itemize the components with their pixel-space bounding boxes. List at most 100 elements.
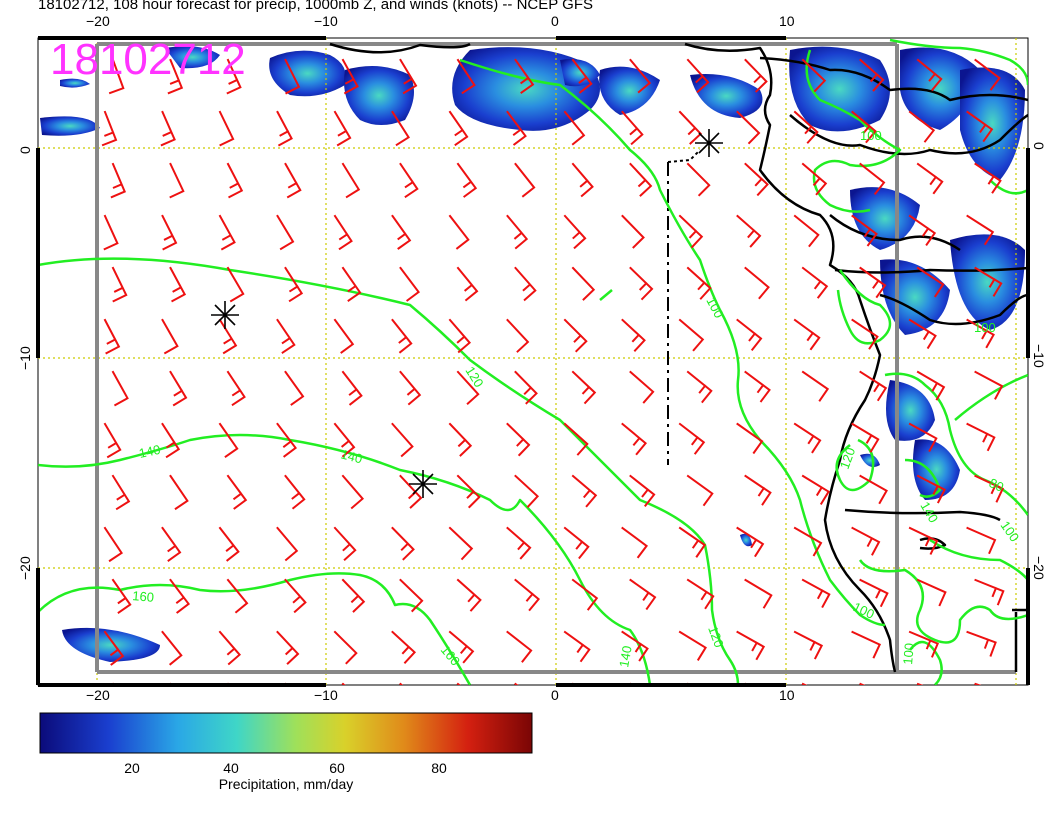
wind-barb xyxy=(448,526,474,561)
wind-barb xyxy=(284,162,302,199)
lon-tick-label: 10 xyxy=(779,13,795,29)
wind-barb xyxy=(678,630,707,661)
wind-barb xyxy=(859,474,888,505)
wind-barb xyxy=(456,370,480,406)
wind-barb xyxy=(161,422,181,459)
wind-barb xyxy=(333,630,358,665)
asterisk-marker-icon xyxy=(409,470,437,498)
wind-barb xyxy=(563,526,590,560)
wind-barb xyxy=(686,266,712,300)
wind-barb xyxy=(161,214,178,251)
wind-barb xyxy=(333,318,355,354)
wind-barb xyxy=(506,110,527,146)
colorbar-tick-label: 80 xyxy=(431,760,447,776)
lon-tick-label: 0 xyxy=(551,13,559,29)
wind-barb xyxy=(218,422,239,458)
wind-barb xyxy=(506,526,532,560)
wind-barb xyxy=(908,526,939,555)
wind-barb xyxy=(399,162,419,199)
wind-barb xyxy=(916,682,924,685)
wind-barb xyxy=(103,214,119,251)
wind-barb xyxy=(391,110,410,147)
wind-barb xyxy=(793,422,822,454)
wind-barb xyxy=(744,266,770,300)
wind-barb xyxy=(160,110,176,147)
wind-barb xyxy=(916,162,944,195)
wind-barb xyxy=(736,526,765,558)
wind-barb xyxy=(399,370,422,406)
wind-barb xyxy=(744,474,772,506)
lat-tick-label: 0 xyxy=(1031,142,1047,150)
contour-label: 140 xyxy=(616,645,635,669)
wind-barb xyxy=(801,162,828,196)
wind-barb xyxy=(621,526,649,559)
wind-barb xyxy=(916,58,943,92)
contour-label: 140 xyxy=(138,442,162,461)
contour-label: 120 xyxy=(705,624,727,650)
wind-barb xyxy=(686,682,692,685)
wind-barb xyxy=(571,58,593,94)
wind-barb xyxy=(506,630,533,663)
wind-barb xyxy=(571,162,594,198)
wind-barb xyxy=(448,422,473,457)
wind-barb xyxy=(801,578,831,609)
wind-barb xyxy=(851,214,878,247)
wind-barb xyxy=(621,422,648,456)
wind-barb xyxy=(276,630,300,665)
wind-barb xyxy=(916,266,945,298)
wind-barb xyxy=(736,318,763,352)
wind-barb xyxy=(736,422,764,455)
wind-barb xyxy=(448,110,469,147)
wind-barb xyxy=(908,422,938,453)
wind-barb xyxy=(284,58,301,95)
wind-barb xyxy=(629,162,653,197)
wind-barb xyxy=(514,370,538,405)
wind-barb xyxy=(916,578,947,607)
wind-barb xyxy=(851,526,881,556)
wind-barb xyxy=(169,474,189,511)
wind-barb xyxy=(859,266,887,299)
wind-barb xyxy=(103,318,121,355)
wind-barb xyxy=(686,578,715,610)
wind-barb xyxy=(793,110,819,144)
lat-tick-label: −20 xyxy=(1031,556,1047,580)
wind-barb xyxy=(514,474,540,509)
wind-barb xyxy=(629,474,656,508)
wind-barb xyxy=(966,318,995,349)
wind-barb xyxy=(110,162,127,199)
lon-labels-bottom: −20 −10 0 10 xyxy=(86,687,795,703)
wind-barb xyxy=(686,370,713,404)
lon-tick-label: −10 xyxy=(314,13,338,29)
wind-barb xyxy=(276,526,299,562)
wind-barb xyxy=(686,58,710,94)
wind-barb xyxy=(276,110,293,147)
wind-barb xyxy=(801,370,830,402)
wind-barb xyxy=(333,422,356,458)
wind-barb xyxy=(399,58,418,95)
wind-barb xyxy=(966,422,996,452)
colorbar-ticks: 20 40 60 80 xyxy=(40,760,532,776)
wind-barb xyxy=(974,578,1005,606)
wind-barb xyxy=(563,422,589,456)
wind-barb xyxy=(399,578,424,613)
wind-barb xyxy=(571,266,596,301)
wind-barb xyxy=(744,578,773,609)
wind-barb xyxy=(226,474,248,510)
wind-barb xyxy=(226,578,249,614)
wind-barb xyxy=(908,318,937,350)
wind-barb xyxy=(859,682,866,685)
wind-barb xyxy=(284,578,307,614)
wind-barb xyxy=(456,578,482,612)
contour-label: 100 xyxy=(974,320,996,335)
wind-barb xyxy=(908,214,937,246)
wind-barb xyxy=(851,110,877,144)
wind-barb xyxy=(801,474,830,505)
wind-barb xyxy=(793,630,824,660)
wind-barb xyxy=(218,526,240,562)
wind-barb xyxy=(851,422,880,453)
wind-barb xyxy=(333,526,357,562)
wind-barb xyxy=(916,474,947,504)
colorbar xyxy=(39,712,533,754)
date-stamp: 18102712 xyxy=(50,35,246,84)
wind-barb xyxy=(974,162,1002,194)
